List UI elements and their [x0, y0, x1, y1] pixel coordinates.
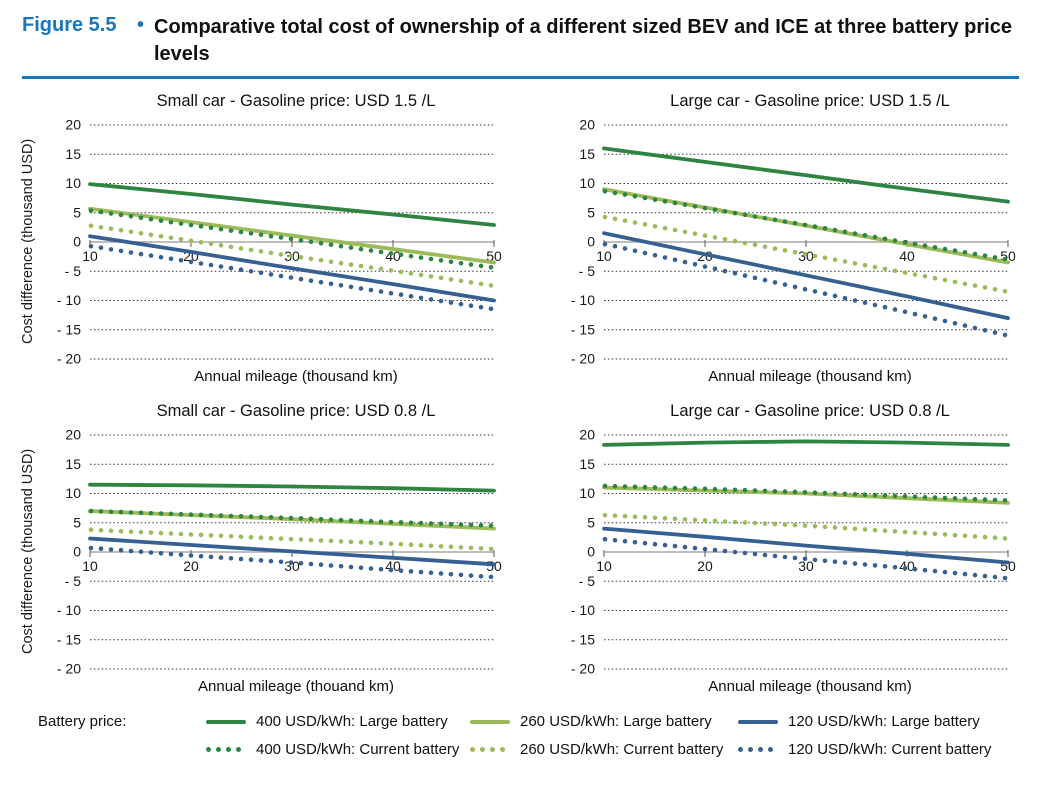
bullet-icon: • [136, 14, 144, 36]
legend: Battery price: 400 USD/kWh: Large batter… [38, 713, 1019, 758]
chart-area: Large car - Gasoline price: USD 0.8 /L 2… [552, 399, 1018, 699]
svg-text:10: 10 [596, 248, 612, 264]
chart-large-car-gas-1-5: Large car - Gasoline price: USD 1.5 /L 2… [530, 89, 1035, 389]
y-axis-title: Cost difference (thousand USD) [20, 138, 36, 344]
svg-text:20: 20 [65, 427, 81, 443]
chart-area: Small car - Gasoline price: USD 1.5 /L 2… [38, 89, 504, 389]
legend-item-label: 120 USD/kWh: Current battery [788, 741, 992, 758]
legend-item-400-large: 400 USD/kWh: Large battery [206, 713, 470, 730]
y-axis-title: Cost difference (thousand USD) [20, 448, 36, 654]
figure-label: Figure 5.5 [22, 14, 117, 36]
legend-item-400-current: 400 USD/kWh: Current battery [206, 741, 470, 758]
svg-text:- 10: - 10 [57, 292, 81, 308]
chart-title: Small car - Gasoline price: USD 0.8 /L [156, 402, 436, 420]
chart-title: Large car - Gasoline price: USD 0.8 /L [670, 402, 950, 420]
svg-text:15: 15 [579, 146, 595, 162]
svg-text:15: 15 [65, 456, 81, 472]
figure-title: Comparative total cost of ownership of a… [154, 16, 1012, 65]
svg-text:10: 10 [579, 175, 595, 191]
svg-text:10: 10 [65, 485, 81, 501]
dotted-line-swatch-icon [470, 747, 514, 752]
svg-text:10: 10 [82, 558, 98, 574]
legend-item-label: 260 USD/kWh: Current battery [520, 741, 724, 758]
svg-text:40: 40 [899, 558, 915, 574]
svg-text:0: 0 [587, 544, 595, 560]
svg-text:- 20: - 20 [571, 351, 595, 367]
svg-text:20: 20 [579, 117, 595, 133]
legend-spacer [38, 749, 206, 750]
svg-text:- 5: - 5 [579, 263, 596, 279]
svg-text:15: 15 [579, 456, 595, 472]
svg-text:- 5: - 5 [579, 573, 596, 589]
svg-text:50: 50 [486, 248, 502, 264]
svg-text:10: 10 [65, 175, 81, 191]
svg-text:- 20: - 20 [571, 661, 595, 677]
x-axis-title: Annual mileage (thouand km) [198, 678, 394, 695]
chart-small-car-gas-1-5: Cost difference (thousand USD) Small car… [18, 89, 530, 389]
svg-text:20: 20 [65, 117, 81, 133]
chart-small-car-gas-0-8: Cost difference (thousand USD) Small car… [18, 399, 530, 699]
svg-text:- 20: - 20 [57, 661, 81, 677]
svg-text:- 15: - 15 [571, 321, 595, 337]
svg-text:- 15: - 15 [57, 321, 81, 337]
svg-text:10: 10 [596, 558, 612, 574]
chart-area: Small car - Gasoline price: USD 0.8 /L 2… [38, 399, 504, 699]
svg-text:- 5: - 5 [65, 573, 82, 589]
svg-text:20: 20 [579, 427, 595, 443]
legend-item-260-large: 260 USD/kWh: Large battery [470, 713, 738, 730]
x-axis-title: Annual mileage (thousand km) [708, 368, 912, 385]
legend-item-label: 120 USD/kWh: Large battery [788, 713, 980, 730]
charts-grid: Cost difference (thousand USD) Small car… [0, 79, 1041, 699]
figure-header: Figure 5.5 • Comparative total cost of o… [0, 0, 1041, 68]
svg-text:5: 5 [587, 204, 595, 220]
svg-text:- 5: - 5 [65, 263, 82, 279]
chart-title: Large car - Gasoline price: USD 1.5 /L [670, 92, 950, 110]
legend-item-260-current: 260 USD/kWh: Current battery [470, 741, 738, 758]
legend-item-label: 400 USD/kWh: Current battery [256, 741, 460, 758]
svg-text:30: 30 [284, 558, 300, 574]
svg-text:0: 0 [73, 544, 81, 560]
svg-text:- 10: - 10 [571, 292, 595, 308]
legend-caption: Battery price: [38, 713, 127, 730]
svg-text:15: 15 [65, 146, 81, 162]
chart-large-car-gas-0-8: Large car - Gasoline price: USD 0.8 /L 2… [530, 399, 1035, 699]
solid-line-swatch-icon [470, 719, 514, 724]
chart-title: Small car - Gasoline price: USD 1.5 /L [156, 92, 436, 110]
svg-text:40: 40 [385, 558, 401, 574]
x-axis-title: Annual mileage (thousand km) [194, 368, 398, 385]
svg-text:0: 0 [73, 234, 81, 250]
svg-text:10: 10 [82, 248, 98, 264]
svg-text:20: 20 [183, 558, 199, 574]
svg-text:30: 30 [798, 558, 814, 574]
svg-text:40: 40 [899, 248, 915, 264]
dotted-line-swatch-icon [206, 747, 250, 752]
legend-item-label: 260 USD/kWh: Large battery [520, 713, 712, 730]
solid-line-swatch-icon [206, 719, 250, 724]
header-divider [22, 76, 1019, 79]
svg-text:10: 10 [579, 485, 595, 501]
figure-number: Figure 5.5 • [22, 14, 144, 37]
svg-text:40: 40 [385, 248, 401, 264]
svg-text:5: 5 [73, 204, 81, 220]
chart-area: Large car - Gasoline price: USD 1.5 /L 2… [552, 89, 1018, 389]
svg-text:- 10: - 10 [57, 602, 81, 618]
svg-text:- 20: - 20 [57, 351, 81, 367]
svg-text:- 15: - 15 [57, 631, 81, 647]
legend-item-120-large: 120 USD/kWh: Large battery [738, 713, 1019, 730]
x-axis-title: Annual mileage (thousand km) [708, 678, 912, 695]
svg-text:- 10: - 10 [571, 602, 595, 618]
svg-text:5: 5 [587, 514, 595, 530]
svg-text:0: 0 [587, 234, 595, 250]
svg-text:- 15: - 15 [571, 631, 595, 647]
solid-line-swatch-icon [738, 719, 782, 724]
legend-item-label: 400 USD/kWh: Large battery [256, 713, 448, 730]
svg-text:5: 5 [73, 514, 81, 530]
legend-item-120-current: 120 USD/kWh: Current battery [738, 741, 1019, 758]
dotted-line-swatch-icon [738, 747, 782, 752]
svg-text:20: 20 [697, 558, 713, 574]
